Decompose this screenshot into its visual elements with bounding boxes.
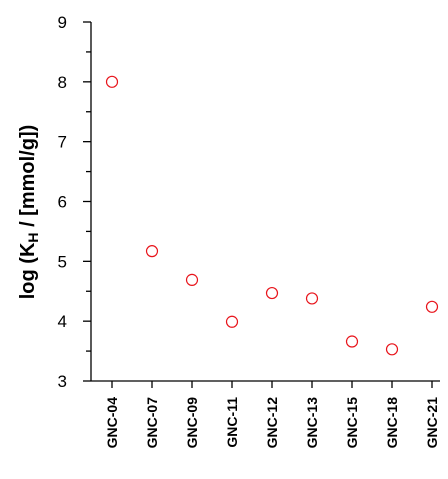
x-tick-label: GNC-07 [144, 397, 160, 449]
data-points [105, 75, 439, 356]
y-tick-label: 3 [58, 372, 67, 391]
data-point [105, 75, 119, 88]
y-axis-title-subscript: H [25, 232, 41, 242]
data-point [185, 273, 199, 286]
x-tick-label: GNC-04 [104, 397, 120, 449]
y-axis-title-prefix: log (K [17, 242, 39, 299]
y-tick-label: 4 [58, 312, 67, 331]
data-point [265, 286, 279, 300]
x-tick-label: GNC-13 [304, 397, 320, 449]
x-tick-label: GNC-12 [264, 397, 280, 449]
data-point [225, 315, 239, 328]
x-tick-label: GNC-21 [424, 397, 440, 449]
y-tick-label: 7 [58, 133, 67, 152]
y-tick-label: 8 [58, 73, 67, 92]
x-axis: GNC-04 GNC-07 GNC-09 GNC-11 GNC-12 GNC-13 GNC-… [91, 380, 440, 449]
data-point [425, 300, 439, 313]
y-tick-label: 9 [58, 13, 67, 32]
y-axis: 3 4 5 6 7 8 9 [58, 13, 92, 391]
x-tick-label: GNC-15 [344, 397, 360, 449]
y-tick-label: 6 [58, 193, 67, 212]
x-tick-label: GNC-11 [224, 397, 240, 448]
data-point [145, 245, 159, 258]
x-tick-label: GNC-18 [384, 397, 400, 449]
y-axis-title: log (KH / [mmol/g]) [17, 125, 41, 300]
y-axis-title-suffix: / [mmol/g]) [17, 125, 39, 233]
x-tick-label: GNC-09 [184, 397, 200, 449]
data-point [345, 335, 359, 348]
data-point [385, 343, 399, 356]
data-point [305, 292, 319, 305]
y-tick-label: 5 [58, 252, 67, 271]
